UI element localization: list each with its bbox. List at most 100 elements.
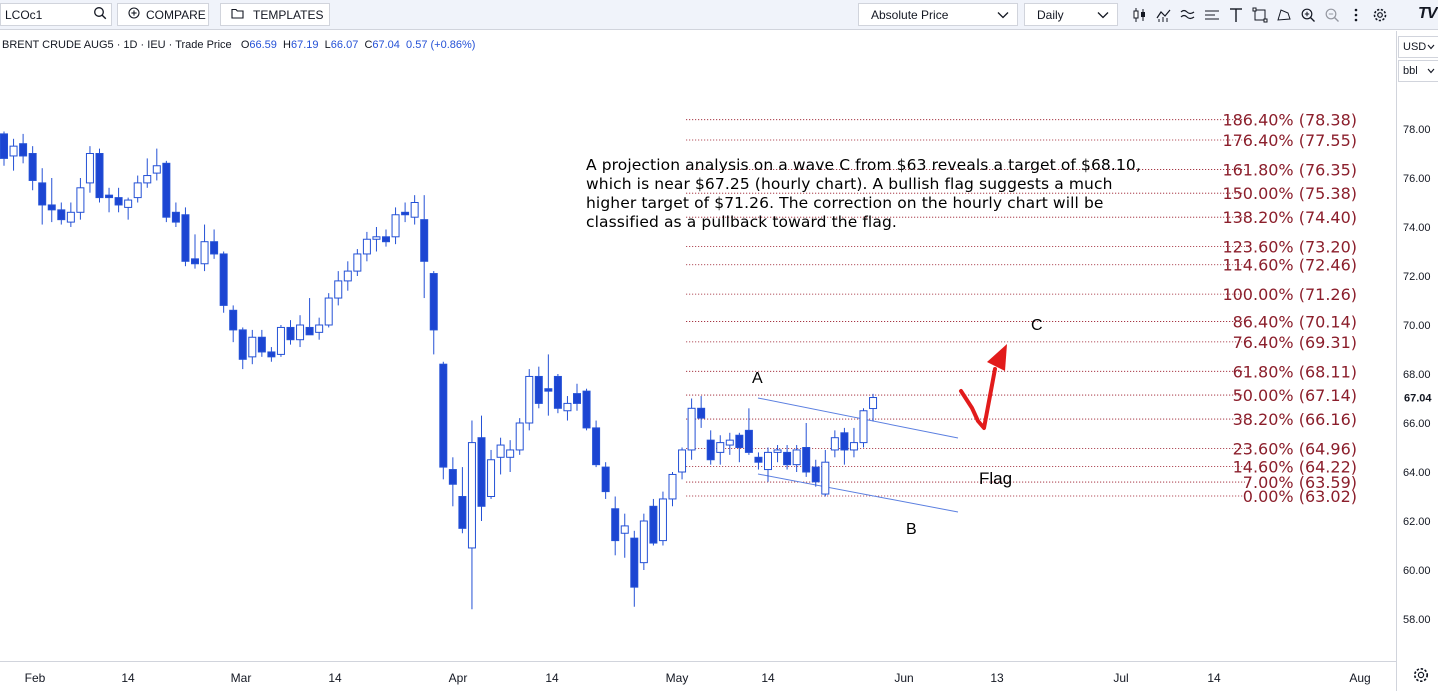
candle[interactable]: [744, 408, 753, 455]
candle[interactable]: [219, 251, 228, 313]
candle[interactable]: [515, 418, 524, 455]
zoom-in-icon[interactable]: [1296, 7, 1320, 23]
candle[interactable]: [305, 298, 314, 336]
candle[interactable]: [477, 415, 486, 521]
candle[interactable]: [353, 249, 362, 276]
candle[interactable]: [391, 207, 400, 245]
unit-dropdown[interactable]: bbl: [1398, 60, 1438, 82]
candle[interactable]: [28, 146, 37, 191]
more-vertical-icon[interactable]: [1344, 7, 1368, 23]
candle[interactable]: [382, 229, 390, 247]
candle[interactable]: [296, 315, 305, 348]
gear-icon[interactable]: [1368, 7, 1392, 23]
candle[interactable]: [811, 459, 820, 487]
candle[interactable]: [200, 224, 209, 272]
horizontal-lines-icon[interactable]: [1200, 7, 1224, 23]
candle[interactable]: [840, 427, 849, 465]
candle[interactable]: [573, 383, 581, 411]
candle[interactable]: [9, 138, 18, 171]
candle[interactable]: [553, 374, 562, 414]
candle[interactable]: [286, 320, 295, 345]
candle[interactable]: [754, 452, 763, 470]
candle[interactable]: [458, 467, 467, 534]
price-type-dropdown[interactable]: Absolute Price: [858, 3, 1018, 26]
candle[interactable]: [248, 329, 257, 365]
candle[interactable]: [496, 437, 505, 475]
candle[interactable]: [506, 440, 515, 472]
candle[interactable]: [66, 202, 75, 228]
candle[interactable]: [429, 271, 438, 355]
candle[interactable]: [534, 366, 543, 409]
candle[interactable]: [181, 207, 190, 267]
candle[interactable]: [563, 396, 572, 421]
candle[interactable]: [869, 393, 878, 422]
candle[interactable]: [582, 388, 591, 431]
candle[interactable]: [467, 420, 476, 610]
candle[interactable]: [630, 530, 639, 607]
trend-angle-icon[interactable]: [1176, 7, 1200, 23]
chart-settings-button[interactable]: [1410, 666, 1432, 688]
candle[interactable]: [0, 131, 8, 166]
candle[interactable]: [114, 187, 123, 213]
candle[interactable]: [792, 445, 801, 472]
candlestick-chart-type-icon[interactable]: [1128, 7, 1152, 23]
candle[interactable]: [448, 457, 457, 507]
projection-arrow[interactable]: [959, 344, 1007, 430]
candle[interactable]: [783, 445, 792, 470]
candle[interactable]: [372, 227, 381, 252]
candle[interactable]: [191, 234, 199, 269]
zoom-out-icon[interactable]: [1320, 7, 1344, 23]
candle[interactable]: [324, 293, 333, 328]
pattern-tool-icon[interactable]: [1272, 7, 1296, 23]
candle[interactable]: [725, 432, 734, 455]
candle[interactable]: [267, 347, 276, 362]
candle[interactable]: [687, 398, 696, 460]
indicators-icon[interactable]: [1152, 7, 1176, 23]
price-chart[interactable]: 186.40% (78.38)176.40% (77.55) 161.80% (7…: [0, 31, 1438, 691]
templates-button[interactable]: TEMPLATES: [220, 3, 330, 26]
candle[interactable]: [716, 435, 725, 465]
candle[interactable]: [706, 430, 715, 465]
candle[interactable]: [420, 195, 429, 299]
candle[interactable]: [76, 178, 85, 220]
rectangle-tool-icon[interactable]: [1248, 7, 1272, 23]
candle[interactable]: [401, 202, 410, 223]
candle[interactable]: [735, 432, 744, 463]
candle[interactable]: [171, 202, 180, 228]
candle[interactable]: [124, 197, 133, 220]
candle[interactable]: [764, 447, 772, 482]
candle[interactable]: [95, 148, 104, 203]
candle[interactable]: [658, 491, 667, 546]
analysis-annotation[interactable]: A projection analysis on a wave C from $…: [586, 156, 1141, 231]
candle[interactable]: [592, 420, 601, 468]
candle[interactable]: [47, 178, 56, 223]
candle[interactable]: [830, 430, 839, 458]
candle[interactable]: [649, 498, 658, 546]
candle[interactable]: [410, 195, 419, 225]
candle[interactable]: [439, 361, 448, 480]
compare-button[interactable]: COMPARE: [117, 3, 209, 26]
candle[interactable]: [362, 231, 371, 262]
candle[interactable]: [152, 148, 161, 181]
candle[interactable]: [859, 408, 868, 448]
candle[interactable]: [19, 133, 28, 164]
candle[interactable]: [639, 513, 648, 570]
candle[interactable]: [85, 146, 94, 193]
candle[interactable]: [57, 202, 66, 225]
text-tool-icon[interactable]: [1224, 7, 1248, 23]
candle[interactable]: [487, 449, 496, 499]
candle[interactable]: [334, 271, 343, 306]
candle[interactable]: [525, 369, 534, 431]
candle[interactable]: [143, 158, 152, 188]
candle[interactable]: [276, 325, 285, 357]
candle[interactable]: [133, 175, 142, 203]
candle[interactable]: [678, 447, 687, 480]
currency-dropdown[interactable]: USD: [1398, 36, 1438, 58]
candle[interactable]: [849, 427, 858, 458]
candle[interactable]: [773, 445, 782, 463]
candle[interactable]: [38, 168, 47, 225]
candle[interactable]: [821, 449, 830, 497]
flag-upper-trendline[interactable]: [757, 397, 959, 439]
candle[interactable]: [238, 327, 247, 370]
candle[interactable]: [162, 160, 171, 223]
